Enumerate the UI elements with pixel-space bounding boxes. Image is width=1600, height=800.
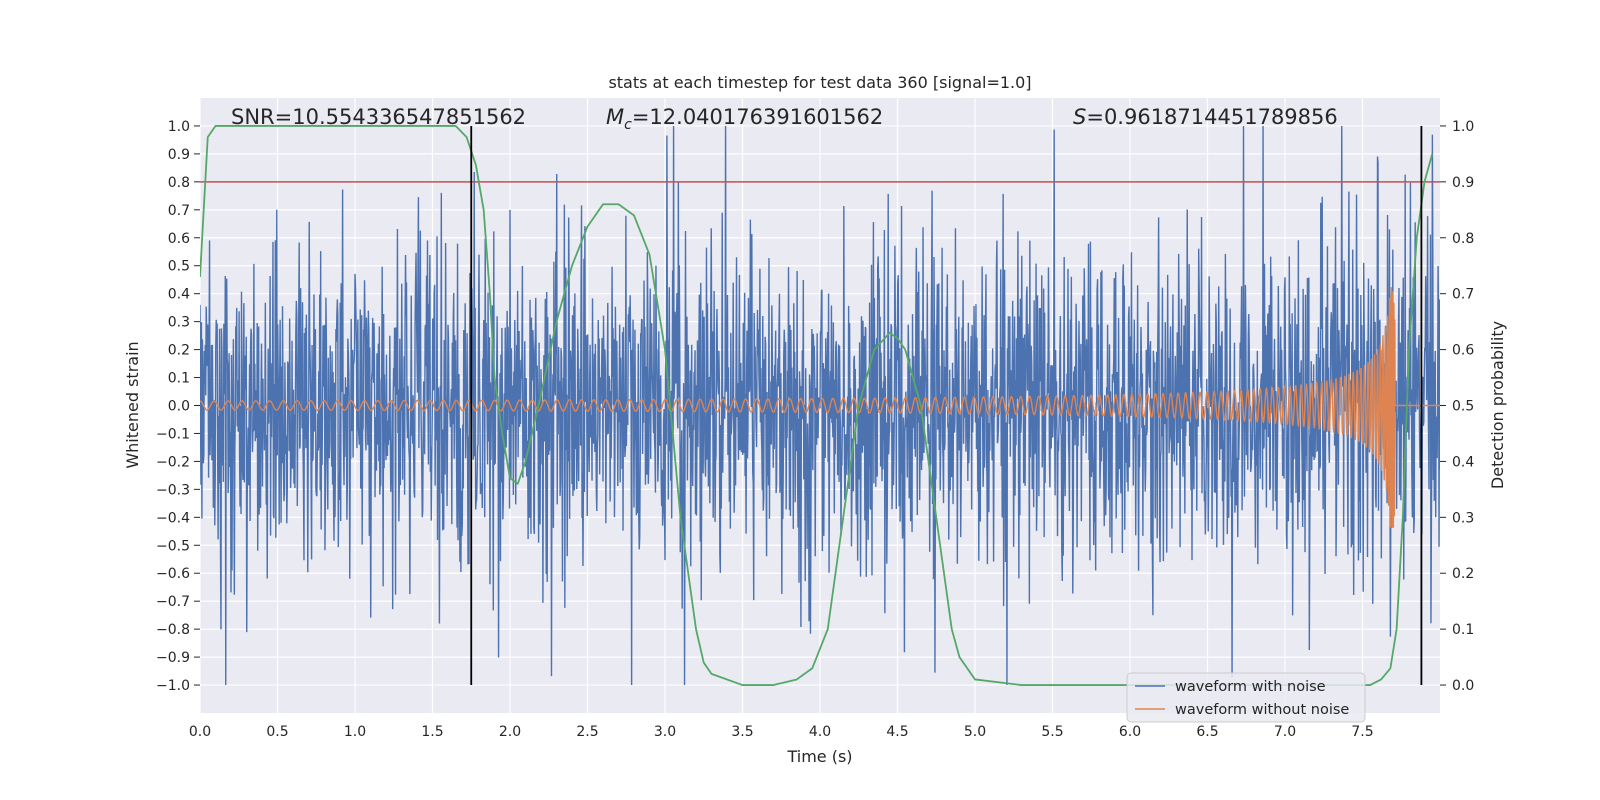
y-tick-label: 0.7 (168, 203, 190, 219)
y2-tick-label: 0.0 (1452, 678, 1474, 694)
y2-tick-label: 0.6 (1452, 343, 1474, 359)
x-tick-label: 4.0 (809, 724, 831, 740)
y-axis-label: Whitened strain (123, 341, 142, 468)
y-tick-label: 0.8 (168, 175, 190, 191)
x-axis-label: Time (s) (786, 747, 852, 766)
y-tick-label: −0.5 (156, 538, 190, 554)
x-tick-label: 2.0 (499, 724, 521, 740)
y2-tick-label: 0.8 (1452, 231, 1474, 247)
y2-tick-label: 0.2 (1452, 566, 1474, 582)
legend-box (1126, 672, 1366, 723)
y2-axis-label: Detection probability (1488, 321, 1507, 489)
snr-annotation: SNR=10.554336547851562 (231, 105, 526, 129)
y-tick-label: 0.3 (168, 315, 190, 331)
x-tick-label: 7.0 (1274, 724, 1296, 740)
x-tick-label: 5.5 (1041, 724, 1063, 740)
y2-tick-label: 0.3 (1452, 510, 1474, 526)
y-tick-label: 0.1 (168, 371, 190, 387)
y-tick-label: 0.5 (168, 259, 190, 275)
s-symbol: S (1073, 105, 1086, 129)
s-annotation: S=0.9618714451789856 (1073, 105, 1338, 129)
y2-tick-label: 1.0 (1452, 119, 1474, 135)
mc-annotation: Mc=12.040176391601562 (606, 105, 883, 133)
x-tick-label: 6.0 (1119, 724, 1141, 740)
line-waveform-without-noise (200, 287, 1440, 528)
y-tick-label: −0.6 (156, 566, 190, 582)
mc-value: =12.040176391601562 (632, 105, 883, 129)
y-tick-label: −1.0 (156, 678, 190, 694)
y-tick-label: −0.9 (156, 650, 190, 666)
x-tick-label: 1.5 (421, 724, 443, 740)
series-waveform-without-noise (200, 287, 1440, 528)
chart-title: stats at each timestep for test data 360… (608, 73, 1031, 92)
y2-tick-label: 0.7 (1452, 287, 1474, 303)
y-tick-label: −0.8 (156, 622, 190, 638)
y2-tick-label: 0.9 (1452, 175, 1474, 191)
x-tick-label: 7.5 (1351, 724, 1373, 740)
y-tick-labels: 1.0 0.9 0.8 0.7 0.6 0.5 0.4 0.3 0.2 0.1 0.0 −0.1 −0.… (156, 119, 200, 694)
y-tick-label: 1.0 (168, 119, 190, 135)
legend: waveform with noise waveform without noi… (1126, 672, 1366, 723)
legend-label-clean: waveform without noise (1175, 702, 1349, 718)
legend-label-noise: waveform with noise (1175, 679, 1326, 695)
y-tick-label: −0.1 (156, 426, 190, 442)
x-tick-label: 0.5 (266, 724, 288, 740)
vertical-markers (470, 125, 1423, 686)
y-tick-label: −0.3 (156, 482, 190, 498)
y-tick-label: 0.4 (168, 287, 190, 303)
y-tick-label: −0.7 (156, 594, 190, 610)
y-tick-label: 0.9 (168, 147, 190, 163)
y-tick-label: 0.0 (168, 399, 190, 415)
x-tick-label: 3.0 (654, 724, 676, 740)
y2-tick-label: 0.1 (1452, 622, 1474, 638)
x-tick-label: 2.5 (576, 724, 598, 740)
y2-tick-labels: 1.0 0.9 0.8 0.7 0.6 0.5 0.4 0.3 0.2 0.1 0.0 (1440, 119, 1474, 694)
x-tick-labels: 0.0 0.5 1.0 1.5 2.0 2.5 3.0 3.5 4.0 4.5 5.0 5.5 6.0 6… (189, 724, 1374, 740)
mc-subscript: c (624, 117, 632, 133)
y-tick-label: 0.2 (168, 343, 190, 359)
mc-symbol: M (606, 105, 624, 129)
x-tick-label: 0.0 (189, 724, 211, 740)
y-tick-label: 0.6 (168, 231, 190, 247)
x-tick-label: 4.5 (886, 724, 908, 740)
line-waveform-with-noise (200, 125, 1440, 686)
x-tick-label: 6.5 (1196, 724, 1218, 740)
y2-tick-label: 0.4 (1452, 454, 1474, 470)
x-tick-label: 3.5 (731, 724, 753, 740)
series-waveform-with-noise (200, 125, 1440, 686)
y2-tick-label: 0.5 (1452, 399, 1474, 415)
s-value: =0.9618714451789856 (1086, 105, 1337, 129)
x-tick-label: 1.0 (344, 724, 366, 740)
x-tick-label: 5.0 (964, 724, 986, 740)
y-tick-label: −0.2 (156, 454, 190, 470)
y-tick-label: −0.4 (156, 510, 190, 526)
